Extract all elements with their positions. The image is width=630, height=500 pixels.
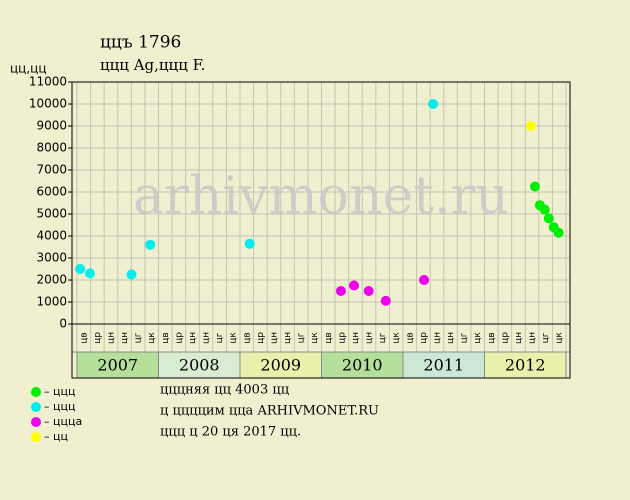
point [244,238,255,249]
year-band [402,351,485,379]
year-label: 2009 [260,356,301,375]
y-tick-label: 10000 [29,97,67,111]
chart-subtitle: ццц Ag,ццц F. [100,56,205,74]
period-label: цг [460,332,470,343]
year-label: 2011 [423,356,464,375]
period-label: цг [297,332,307,343]
period-label: цр [337,332,347,344]
y-tick-label: 1000 [36,295,67,309]
period-label: цн [446,332,456,344]
year-label: 2008 [179,356,220,375]
period-label: цр [500,332,510,344]
period-label: цг [541,332,551,343]
point [335,286,346,296]
period-label: цк [555,332,565,344]
point [529,181,540,192]
period-label: цн [432,332,442,344]
year-label: 2007 [97,356,138,375]
period-label: цв [79,332,89,343]
y-tick-label: 2000 [36,273,67,287]
period-label: цн [106,332,116,344]
note: ц ццццим ццa ARHIVMONET.RU [160,404,379,419]
chart-title: ццъ 1796 [100,33,181,53]
y-tick-label: 7000 [36,163,67,177]
year-band [321,351,404,379]
period-label: цк [310,332,320,344]
y-tick-label: 4000 [36,229,67,243]
period-label: цг [378,332,388,343]
point [349,280,360,291]
period-label: цг [134,332,144,343]
point [84,268,95,279]
watermark: arhivmonet.ru [133,167,509,227]
year-label: 2010 [342,356,383,375]
period-label: цн [528,332,538,344]
y-tick-label: 8000 [36,141,67,155]
period-label: цв [324,332,334,343]
period-label: цн [365,332,375,344]
period-label: цн [188,332,198,344]
plot-frame [71,81,571,379]
period-label: цр [174,332,184,344]
period-label: цк [473,332,483,344]
legend-label: – ццц [44,400,75,413]
y-tick-label: 5000 [36,207,67,221]
period-label: цр [419,332,429,344]
note: цццняя цц 4003 цц [160,383,289,398]
point [543,213,554,224]
point [75,264,86,274]
legend-marker [31,432,41,442]
legend-label: – цццa [44,415,82,428]
y-tick-label: 9000 [36,119,67,133]
note: ццц ц 20 ця 2017 цц. [160,425,301,440]
year-band [239,351,322,379]
legend-label: – ццц [44,385,75,398]
period-label: цг [215,332,225,343]
y-tick-label: 0 [59,317,67,331]
point [553,227,564,238]
period-label: цн [514,332,524,344]
year-band [484,351,567,379]
year-label: 2012 [505,356,546,375]
period-label: цн [351,332,361,344]
period-label: цв [161,332,171,343]
point [380,295,391,306]
y-tick-label: 3000 [36,251,67,265]
period-label: цн [202,332,212,344]
legend-marker [31,417,41,427]
period-label: цр [93,332,103,344]
point [145,239,156,250]
point [539,204,550,215]
y-axis-label: цц,цц [10,62,47,76]
period-label: цв [405,332,415,343]
legend-marker [31,402,41,412]
y-tick-label: 11000 [29,75,67,89]
legend-label: – цц [44,430,68,443]
period-label: цв [487,332,497,343]
period-label: цв [242,332,252,343]
y-tick-label: 6000 [36,185,67,199]
point [126,269,137,280]
legend-marker [31,387,41,397]
point [363,286,374,296]
point [419,275,430,285]
point [525,121,536,131]
period-label: цн [120,332,130,344]
period-label: цн [283,332,293,344]
period-label: цр [256,332,266,344]
period-label: цк [229,332,239,344]
period-label: цк [147,332,157,344]
point [428,99,439,109]
period-label: цк [392,332,402,344]
period-label: цн [269,332,279,344]
